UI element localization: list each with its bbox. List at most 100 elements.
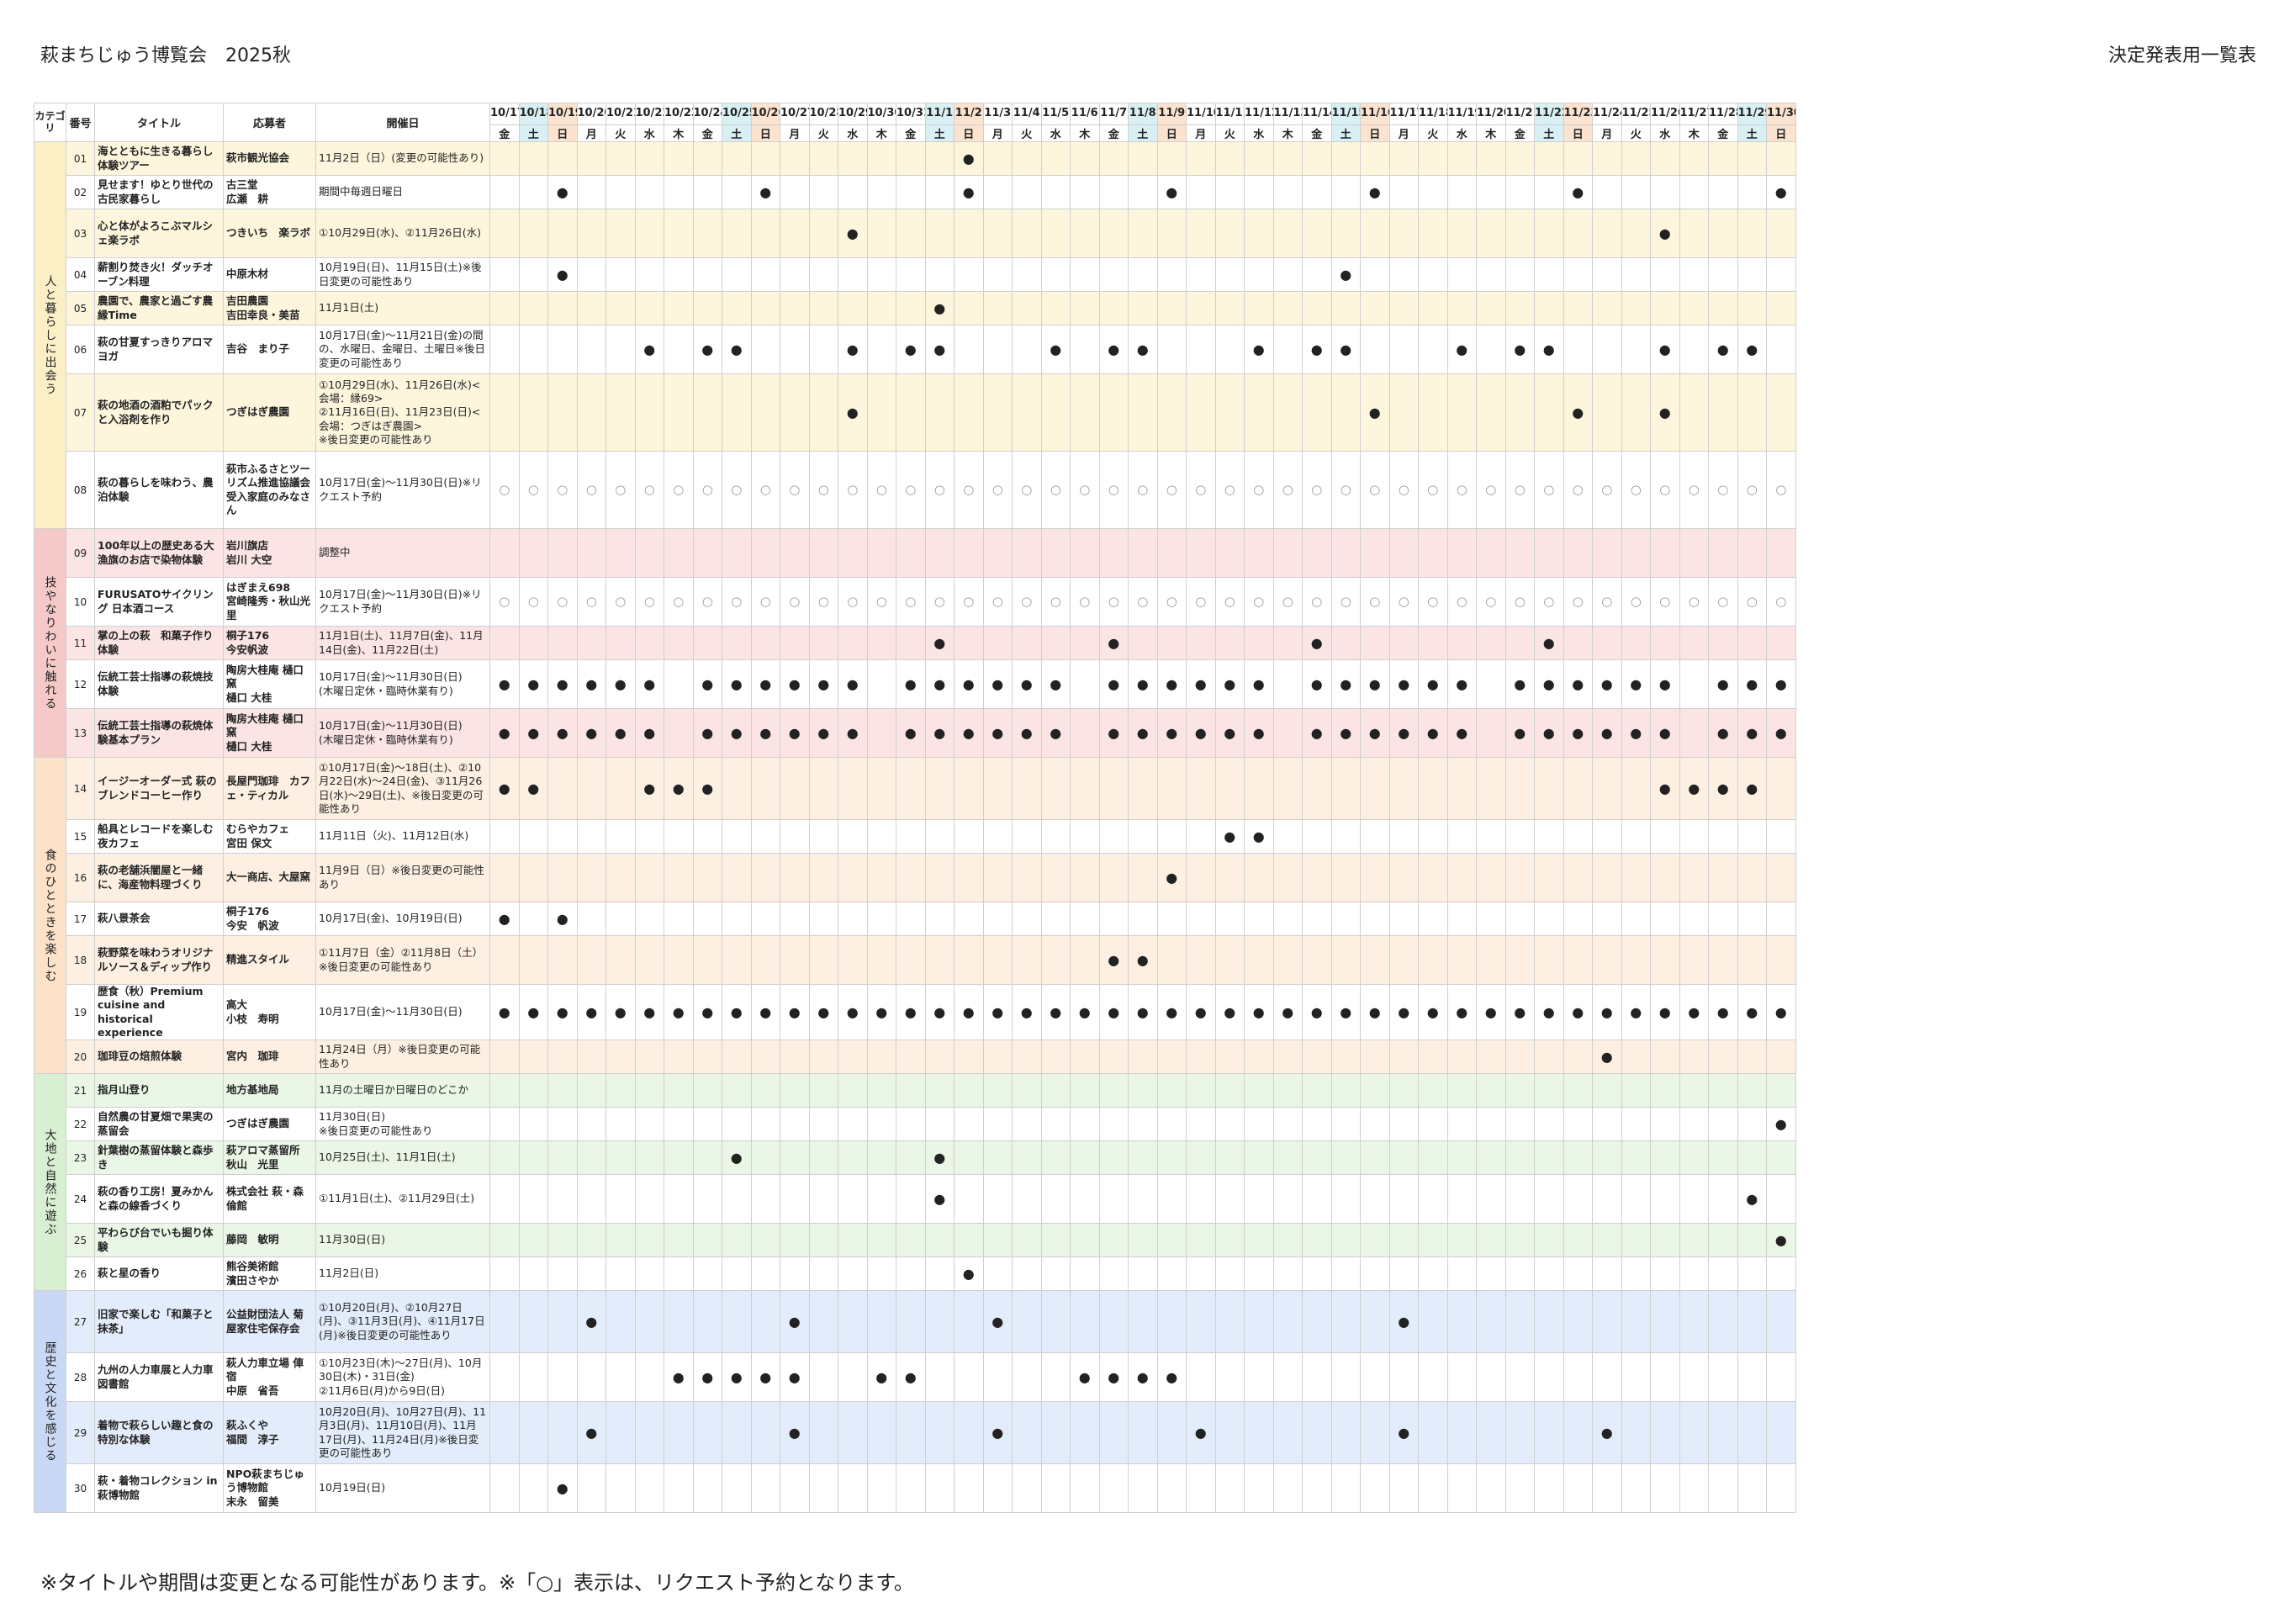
schedule-cell bbox=[547, 291, 578, 325]
event-mark-filled: ● bbox=[605, 659, 636, 709]
schedule-cell bbox=[1504, 757, 1535, 820]
schedule-cell bbox=[982, 1039, 1013, 1074]
schedule-cell bbox=[1737, 1401, 1767, 1464]
schedule-cell bbox=[1592, 1140, 1622, 1175]
event-title: 萩の甘夏すっきりアロマヨガ bbox=[94, 325, 224, 374]
schedule-cell bbox=[1388, 819, 1419, 854]
schedule-cell bbox=[1650, 1107, 1680, 1141]
event-dates: 10月17日(金)～11月30日(日)※リクエスト予約 bbox=[315, 577, 490, 627]
schedule-cell bbox=[722, 141, 752, 176]
schedule-cell bbox=[576, 373, 606, 452]
event-mark-filled: ● bbox=[1128, 935, 1158, 985]
event-mark-filled: ● bbox=[1272, 984, 1303, 1040]
schedule-cell bbox=[1418, 1223, 1448, 1257]
event-mark-filled: ● bbox=[692, 659, 722, 709]
schedule-cell bbox=[1766, 1352, 1796, 1402]
schedule-cell bbox=[1040, 1073, 1071, 1108]
schedule-cell bbox=[838, 1463, 868, 1513]
event-dates: ①10月29日(水)、②11月26日(水) bbox=[315, 209, 490, 258]
event-mark-filled: ● bbox=[1476, 984, 1506, 1040]
schedule-cell bbox=[547, 1401, 578, 1464]
event-dates: 11月の土曜日か日曜日のどこか bbox=[315, 1073, 490, 1108]
schedule-cell bbox=[1272, 935, 1303, 985]
schedule-cell bbox=[1446, 291, 1477, 325]
event-title: 自然農の甘夏畑で果実の蒸留会 bbox=[94, 1107, 224, 1141]
schedule-cell bbox=[1504, 819, 1535, 854]
schedule-cell bbox=[1476, 819, 1506, 854]
event-mark-filled: ● bbox=[634, 757, 664, 820]
event-mark-open: ○ bbox=[1563, 451, 1593, 529]
schedule-cell bbox=[576, 1256, 606, 1291]
schedule-cell bbox=[1737, 1073, 1767, 1108]
schedule-cell bbox=[1012, 141, 1042, 176]
day-header-date: 11/26 bbox=[1650, 103, 1680, 125]
schedule-cell bbox=[896, 1039, 926, 1074]
schedule-cell bbox=[692, 935, 722, 985]
schedule-cell bbox=[1504, 1256, 1535, 1291]
table-row: 18 萩野菜を味わうオリジナルソース＆ディップ作り 精進スタイル ①11月7日（金）②… bbox=[34, 935, 1796, 985]
day-header-weekday: 月 bbox=[1186, 124, 1216, 142]
schedule-cell bbox=[780, 1223, 810, 1257]
schedule-cell bbox=[1302, 853, 1332, 902]
day-header-weekday: 木 bbox=[1679, 124, 1709, 142]
schedule-cell bbox=[1244, 853, 1274, 902]
schedule-cell bbox=[1679, 1256, 1709, 1291]
schedule-cell bbox=[1040, 935, 1071, 985]
event-mark-open: ○ bbox=[1330, 451, 1361, 529]
event-mark-filled: ● bbox=[1592, 1039, 1622, 1074]
schedule-cell bbox=[489, 141, 520, 176]
event-mark-filled: ● bbox=[1766, 1223, 1796, 1257]
schedule-cell bbox=[924, 1352, 954, 1402]
event-title: FURUSATOサイクリング 日本酒コース bbox=[94, 577, 224, 627]
schedule-cell bbox=[924, 757, 954, 820]
schedule-cell bbox=[1766, 257, 1796, 292]
event-mark-filled: ● bbox=[954, 175, 984, 209]
event-mark-filled: ● bbox=[1592, 659, 1622, 709]
schedule-cell bbox=[838, 1140, 868, 1175]
row-number: 27 bbox=[66, 1290, 95, 1353]
day-header-date: 10/23 bbox=[664, 103, 694, 125]
event-mark-filled: ● bbox=[1650, 209, 1680, 258]
schedule-cell bbox=[692, 1073, 722, 1108]
schedule-cell bbox=[1563, 528, 1593, 578]
schedule-cell bbox=[750, 757, 780, 820]
event-organizer: 桐子176 今安 帆波 bbox=[223, 902, 316, 936]
schedule-cell bbox=[1446, 1463, 1477, 1513]
schedule-cell bbox=[547, 325, 578, 374]
event-mark-filled: ● bbox=[1388, 659, 1419, 709]
event-organizer: むらやカフェ 宮田 保文 bbox=[223, 819, 316, 854]
schedule-cell bbox=[1766, 853, 1796, 902]
schedule-cell bbox=[1098, 1073, 1129, 1108]
day-header-weekday: 日 bbox=[1766, 124, 1796, 142]
event-dates: 10月17日(金)～11月30日(日) bbox=[315, 984, 490, 1040]
schedule-cell bbox=[1156, 1140, 1187, 1175]
schedule-cell bbox=[1534, 1107, 1564, 1141]
event-mark-open: ○ bbox=[1592, 451, 1622, 529]
event-mark-filled: ● bbox=[896, 708, 926, 758]
schedule-cell bbox=[1272, 291, 1303, 325]
schedule-cell bbox=[1650, 819, 1680, 854]
row-number: 06 bbox=[66, 325, 95, 374]
schedule-cell bbox=[664, 141, 694, 176]
schedule-cell bbox=[750, 209, 780, 258]
day-header-date: 11/19 bbox=[1446, 103, 1477, 125]
row-number: 16 bbox=[66, 853, 95, 902]
table-row: 17 萩八景茶会 桐子176 今安 帆波 10月17日(金)、10月19日(日) ● ● bbox=[34, 902, 1796, 936]
schedule-cell bbox=[1446, 1352, 1477, 1402]
schedule-cell bbox=[1128, 1039, 1158, 1074]
event-mark-filled: ● bbox=[780, 1401, 810, 1464]
schedule-cell bbox=[489, 1290, 520, 1353]
schedule-cell bbox=[1708, 935, 1738, 985]
schedule-cell bbox=[1360, 853, 1390, 902]
schedule-cell bbox=[1388, 1140, 1419, 1175]
schedule-cell bbox=[605, 209, 636, 258]
row-number: 28 bbox=[66, 1352, 95, 1402]
schedule-cell bbox=[808, 626, 838, 660]
schedule-cell bbox=[866, 1107, 896, 1141]
day-header-weekday: 日 bbox=[954, 124, 984, 142]
event-title: 萩の香り工房！夏みかんと森の線香づくり bbox=[94, 1174, 224, 1224]
schedule-cell bbox=[866, 1140, 896, 1175]
schedule-cell bbox=[1534, 757, 1564, 820]
schedule-cell bbox=[982, 1352, 1013, 1402]
schedule-cell bbox=[1650, 1223, 1680, 1257]
